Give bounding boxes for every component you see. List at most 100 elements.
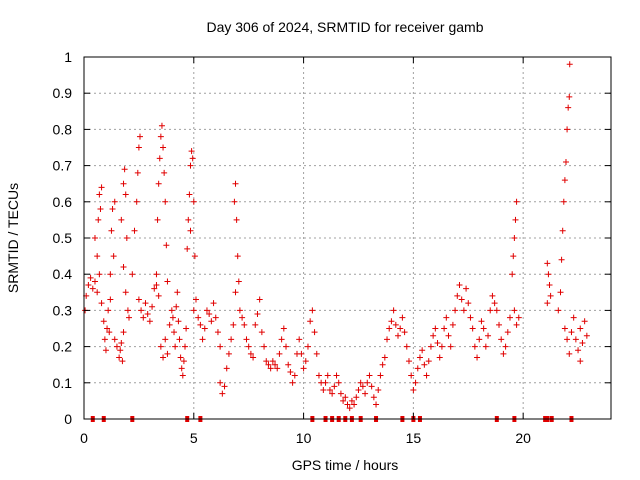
data-point <box>113 343 120 350</box>
x-tick-label: 20 <box>515 430 531 446</box>
data-point <box>577 358 584 365</box>
data-point <box>256 296 263 303</box>
data-point <box>346 405 353 412</box>
data-point <box>471 343 478 350</box>
data-point <box>276 350 283 357</box>
data-point <box>116 354 123 361</box>
data-point <box>188 148 195 155</box>
data-point <box>241 321 248 328</box>
data-point <box>153 271 160 278</box>
data-point <box>320 387 327 394</box>
data-point <box>156 155 163 162</box>
data-point <box>261 343 268 350</box>
data-point <box>225 350 232 357</box>
y-axis-label: SRMTID / TECUs <box>5 183 21 293</box>
data-point <box>118 339 125 346</box>
data-point <box>454 292 461 299</box>
data-point <box>111 336 118 343</box>
data-point <box>430 332 437 339</box>
data-point <box>309 307 316 314</box>
data-point <box>195 314 202 321</box>
data-point <box>214 329 221 336</box>
data-point <box>135 144 142 151</box>
data-point <box>421 361 428 368</box>
data-point <box>392 321 399 328</box>
data-point <box>250 354 257 361</box>
data-point <box>366 372 373 379</box>
data-point <box>482 343 489 350</box>
data-point <box>96 271 103 278</box>
data-point <box>138 307 145 314</box>
y-tick-label: 0 <box>64 411 72 427</box>
data-point <box>182 343 189 350</box>
data-point <box>496 321 503 328</box>
data-point <box>311 329 318 336</box>
data-point <box>493 307 500 314</box>
data-point <box>401 329 408 336</box>
data-point <box>107 296 114 303</box>
data-point <box>164 278 171 285</box>
y-tick-label: 0.7 <box>53 158 73 174</box>
data-point <box>342 394 349 401</box>
data-point <box>333 372 340 379</box>
data-point <box>122 191 129 198</box>
x-tick-label: 15 <box>406 430 422 446</box>
data-point <box>146 318 153 325</box>
data-point <box>219 390 226 397</box>
data-point <box>511 235 518 241</box>
data-point <box>121 166 128 173</box>
data-point <box>395 332 402 339</box>
data-point <box>562 158 569 165</box>
data-point <box>326 387 333 394</box>
data-point <box>199 336 206 343</box>
data-point <box>381 354 388 361</box>
data-point <box>307 318 314 325</box>
data-point <box>120 180 127 187</box>
data-point <box>134 169 141 176</box>
y-tick-label: 0.1 <box>53 375 73 391</box>
data-point <box>414 365 421 372</box>
data-point <box>235 278 242 285</box>
data-point <box>94 289 101 296</box>
data-point <box>98 300 105 307</box>
data-point <box>561 325 568 332</box>
y-tick-label: 0.8 <box>53 121 73 137</box>
data-point <box>101 336 108 343</box>
data-point <box>234 253 241 260</box>
data-point <box>190 198 197 205</box>
data-point <box>438 343 445 350</box>
data-point <box>329 390 336 397</box>
data-point <box>285 361 292 368</box>
data-point <box>568 329 575 336</box>
data-point <box>500 350 507 357</box>
data-point <box>230 321 237 328</box>
data-point <box>512 216 519 223</box>
data-point <box>397 325 404 332</box>
data-point <box>403 343 410 350</box>
data-point <box>263 358 270 365</box>
data-point <box>163 242 170 249</box>
data-point <box>126 314 133 321</box>
data-point <box>447 343 454 350</box>
y-tick-label: 0.9 <box>53 85 73 101</box>
data-point <box>335 379 342 386</box>
data-point <box>166 321 173 328</box>
data-point <box>187 227 194 234</box>
data-point <box>545 271 552 278</box>
data-point <box>544 260 551 267</box>
data-point <box>91 235 98 241</box>
data-point <box>173 303 180 310</box>
data-point <box>228 336 235 343</box>
data-point <box>506 314 513 321</box>
data-point <box>265 361 272 368</box>
data-point <box>94 253 101 260</box>
data-point <box>191 253 198 260</box>
data-point <box>87 274 94 281</box>
data-point <box>110 253 117 260</box>
data-point <box>160 144 167 151</box>
data-point <box>239 314 246 321</box>
data-point <box>504 329 511 336</box>
data-point <box>513 198 520 205</box>
